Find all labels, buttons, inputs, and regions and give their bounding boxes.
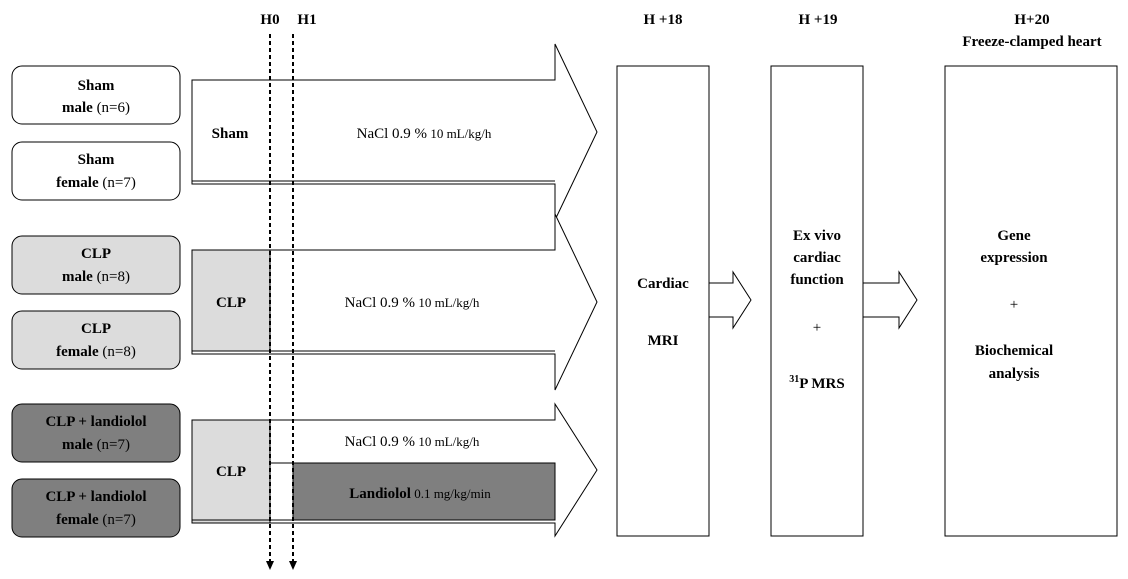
timepoint-h19: H +19 xyxy=(799,12,838,28)
group-sex-count: female (n=7) xyxy=(56,512,136,528)
connector-arrow-2 xyxy=(862,270,918,330)
arm-label: CLP xyxy=(216,295,246,311)
stage-line: expression xyxy=(980,250,1048,266)
arm-treatment-nacl: NaCl 0.9 % 10 mL/kg/h xyxy=(345,434,480,450)
timepoint-h18: H +18 xyxy=(644,12,683,28)
landiolol-infusion-bar xyxy=(292,462,556,521)
arm-treatment-landiolol: Landiolol 0.1 mg/kg/min xyxy=(349,486,491,502)
timepoint-h20: H+20 xyxy=(1014,12,1049,28)
group-clp-landiolol-male: CLP + landiolol male (n=7) xyxy=(11,403,181,463)
stage-mrs: 31P MRS xyxy=(789,374,844,392)
arm-treatment: NaCl 0.9 % 10 mL/kg/h xyxy=(357,126,492,142)
timepoint-h20-subtitle: Freeze-clamped heart xyxy=(962,34,1101,50)
stage-exvivo: Ex vivo cardiac function + 31P MRS xyxy=(770,65,864,537)
connector-arrow-1 xyxy=(708,270,752,330)
stage-cardiac-mri: Cardiac MRI xyxy=(616,65,710,537)
timepoint-h0: H0 xyxy=(260,12,279,28)
group-sham-female: Sham female (n=7) xyxy=(11,141,181,201)
arm-label: Sham xyxy=(212,126,249,142)
timeline-h1-line xyxy=(289,34,297,570)
stage-plus: + xyxy=(813,320,821,336)
arm-clp-landiolol: CLP NaCl 0.9 % 10 mL/kg/h Landiolol 0.1 … xyxy=(191,402,598,538)
arm-label: CLP xyxy=(216,464,246,480)
stage-line: Gene xyxy=(997,228,1031,244)
arm-treatment: NaCl 0.9 % 10 mL/kg/h xyxy=(345,295,480,311)
arm-sham: Sham NaCl 0.9 % 10 mL/kg/h xyxy=(191,43,598,221)
group-name: CLP xyxy=(81,321,111,337)
group-clp-female: CLP female (n=8) xyxy=(11,310,181,370)
arrowhead-icon xyxy=(266,561,274,570)
stage-line: Biochemical xyxy=(975,343,1053,359)
group-sex-count: male (n=7) xyxy=(62,437,130,453)
group-sham-male: Sham male (n=6) xyxy=(11,65,181,125)
arrowhead-icon xyxy=(289,561,297,570)
group-clp-male: CLP male (n=8) xyxy=(11,235,181,295)
group-name: Sham xyxy=(78,152,115,168)
stage-line: function xyxy=(790,272,844,288)
group-sex-count: female (n=7) xyxy=(56,175,136,191)
arm-clp-shade xyxy=(191,419,271,524)
stage-line: analysis xyxy=(989,366,1040,382)
group-sex-count: male (n=6) xyxy=(62,100,130,116)
stage-line: cardiac xyxy=(793,250,841,266)
timeline-h0-line xyxy=(266,34,274,570)
stage-biochemical: Gene expression + Biochemical analysis xyxy=(944,65,1118,537)
stage-line: Cardiac xyxy=(637,276,689,292)
group-name: CLP xyxy=(81,246,111,262)
group-sex-count: male (n=8) xyxy=(62,269,130,285)
timepoint-h1: H1 xyxy=(297,12,316,28)
arm-clp: CLP NaCl 0.9 % 10 mL/kg/h xyxy=(191,213,598,391)
stage-line: MRI xyxy=(648,333,679,349)
stage-line: Ex vivo xyxy=(793,228,841,244)
group-name: Sham xyxy=(78,78,115,94)
group-name: CLP + landiolol xyxy=(45,414,146,430)
stage-plus: + xyxy=(1010,297,1018,313)
group-sex-count: female (n=8) xyxy=(56,344,136,360)
group-name: CLP + landiolol xyxy=(45,489,146,505)
group-clp-landiolol-female: CLP + landiolol female (n=7) xyxy=(11,478,181,538)
